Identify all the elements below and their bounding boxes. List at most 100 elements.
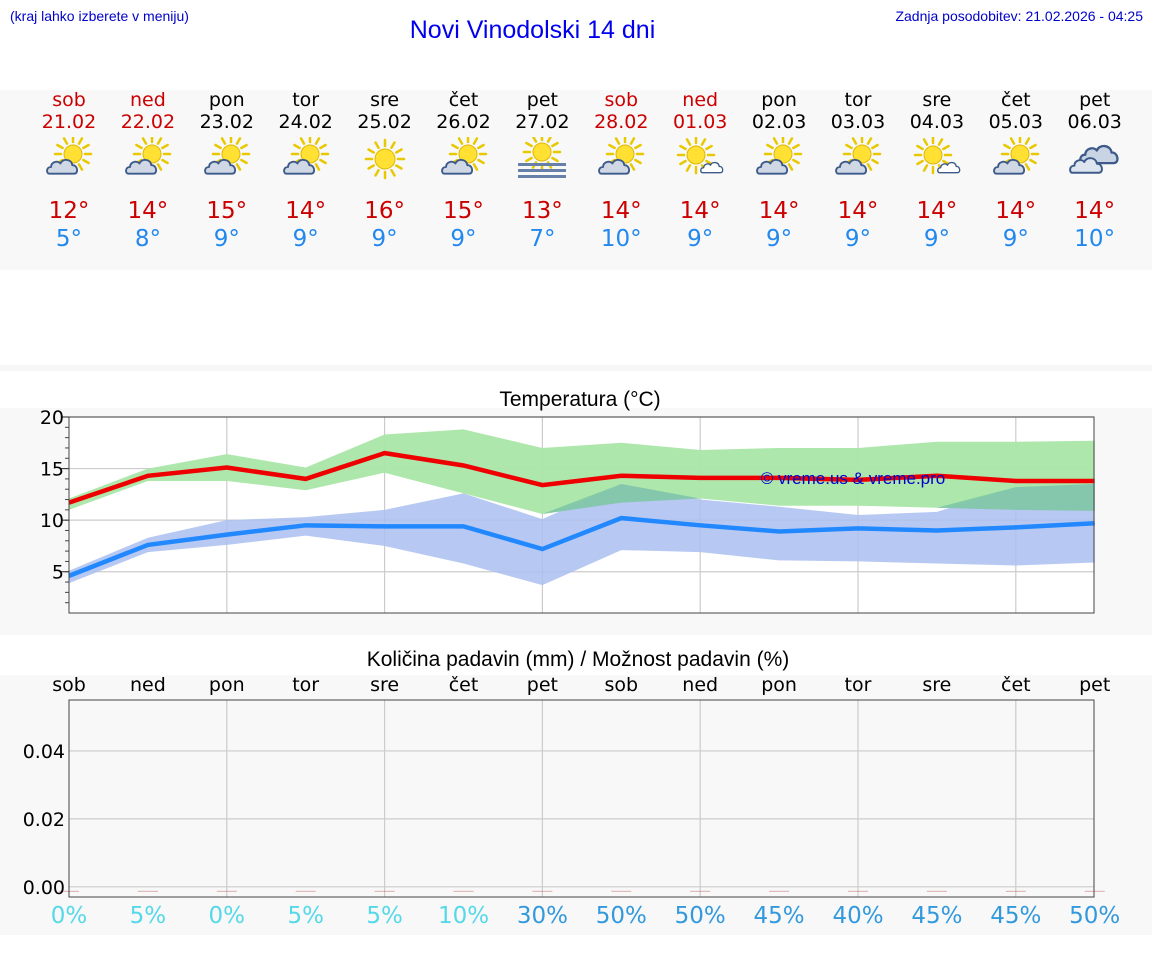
temp-min: 10° <box>1074 226 1116 252</box>
precip-probability: 0% <box>208 903 246 929</box>
temp-max: 14° <box>285 198 327 224</box>
sun-small-cloud-icon <box>909 135 965 183</box>
forecast-day: sob 21.02 <box>29 89 109 133</box>
divider <box>0 365 1152 371</box>
y-tick-label: 10 <box>40 510 64 532</box>
cloud-icon <box>1067 137 1123 183</box>
precip-probability: 40% <box>832 903 884 929</box>
temp-max: 14° <box>837 198 879 224</box>
precip-bar <box>690 890 711 892</box>
plot-area <box>68 699 1095 898</box>
forecast-day: sre 04.03 <box>897 89 977 133</box>
precip-day-label: tor <box>292 674 320 696</box>
temp-min: 9° <box>1002 226 1029 252</box>
day-date: 21.02 <box>41 111 97 133</box>
precip-probability: 45% <box>911 903 963 929</box>
day-name: pet <box>1079 89 1111 111</box>
sun-cloud-icon <box>751 134 807 183</box>
forecast-day: pet 27.02 <box>502 89 582 133</box>
precip-day-label: pet <box>526 674 558 696</box>
forecast-day: čet 26.02 <box>424 89 504 133</box>
precip-day-label: čet <box>448 674 479 696</box>
temp-min: 9° <box>371 226 398 252</box>
precip-bar <box>453 890 474 892</box>
forecast-day: ned 01.03 <box>660 89 740 133</box>
precip-probability: 50% <box>674 903 726 929</box>
day-date: 27.02 <box>515 111 570 133</box>
temp-max: 14° <box>995 198 1037 224</box>
day-name: čet <box>448 89 479 111</box>
day-date: 03.03 <box>830 111 886 133</box>
precip-probability: 10% <box>437 903 490 929</box>
temp-min: 8° <box>134 226 161 252</box>
temp-min: 9° <box>292 226 319 252</box>
y-tick-label: 20 <box>40 407 64 429</box>
day-name: ned <box>682 89 719 111</box>
forecast-day: pon 02.03 <box>739 89 819 133</box>
y-tick-label: 0.04 <box>23 741 65 763</box>
temp-min: 9° <box>213 226 240 252</box>
precip-day-label: čet <box>1001 674 1031 696</box>
day-date: 23.02 <box>199 111 254 133</box>
precip-day-label: sre <box>922 674 952 696</box>
temp-min: 7° <box>529 226 556 252</box>
day-name: tor <box>844 89 872 111</box>
precip-bar <box>1005 890 1026 892</box>
precip-probability: 0% <box>50 903 88 929</box>
day-name: pon <box>761 89 797 111</box>
forecast-day: pet 06.03 <box>1055 89 1135 133</box>
day-name: sob <box>604 89 639 111</box>
sun-small-cloud-icon <box>672 135 728 183</box>
precip-probability: 50% <box>595 903 647 929</box>
sun-fog-icon <box>514 132 570 183</box>
day-date: 22.02 <box>120 111 176 133</box>
precip-bar <box>769 890 790 892</box>
temp-max: 14° <box>916 198 958 224</box>
forecast-band <box>0 90 1152 270</box>
precip-probability: 50% <box>1069 903 1121 929</box>
temp-max: 12° <box>48 198 90 224</box>
day-date: 25.02 <box>357 111 412 133</box>
temp-max: 14° <box>679 198 721 224</box>
precip-day-label: pon <box>761 674 797 696</box>
precip-probability: 45% <box>990 903 1042 929</box>
precip-bar <box>216 890 237 892</box>
overlap-band <box>69 472 1095 514</box>
forecast-day: pon 23.02 <box>187 89 267 133</box>
sun-cloud-icon <box>436 134 492 183</box>
sun-cloud-icon <box>199 134 255 183</box>
temp-max: 13° <box>522 198 563 224</box>
precip-probability: 45% <box>753 903 805 929</box>
sun-cloud-icon <box>41 134 97 183</box>
watermark: © vreme.us & vreme.pro <box>761 469 945 488</box>
day-date: 01.03 <box>672 111 728 133</box>
precip-day-label: ned <box>129 674 166 696</box>
day-date: 24.02 <box>278 111 333 133</box>
temp-max: 14° <box>1074 198 1116 224</box>
day-name: sre <box>922 89 952 111</box>
precip-probability: 30% <box>516 903 568 929</box>
forecast-day: tor 24.02 <box>266 89 346 133</box>
max-temp-line <box>68 450 1095 505</box>
precip-day-label: sre <box>370 674 400 696</box>
precip-probability: 5% <box>366 903 403 929</box>
temp-max: 14° <box>758 198 800 224</box>
y-tick-label: 15 <box>40 459 64 481</box>
temperature-chart: © vreme.us & vreme.pro 5 10 15 20 <box>40 407 1095 614</box>
forecast-day: tor 03.03 <box>818 89 898 133</box>
y-tick-label: 0.00 <box>23 877 65 899</box>
precip-day-label: sob <box>604 674 639 696</box>
temp-min: 9° <box>687 226 714 252</box>
day-name: pet <box>526 89 558 111</box>
day-name: sob <box>52 89 86 111</box>
precip-bar <box>848 890 868 892</box>
day-date: 05.03 <box>988 111 1043 133</box>
menu-hint: (kraj lahko izberete v meniju) <box>10 8 189 24</box>
precip-bar <box>1084 890 1105 892</box>
precipitation-chart: 0.00 0.02 0.04 <box>23 699 1105 899</box>
precip-bar <box>926 890 947 892</box>
precip-bar <box>532 890 553 892</box>
last-update: Zadnja posodobitev: 21.02.2026 - 04:25 <box>895 8 1143 24</box>
temp-max: 15° <box>206 198 248 224</box>
y-tick-label: 5 <box>52 562 64 584</box>
